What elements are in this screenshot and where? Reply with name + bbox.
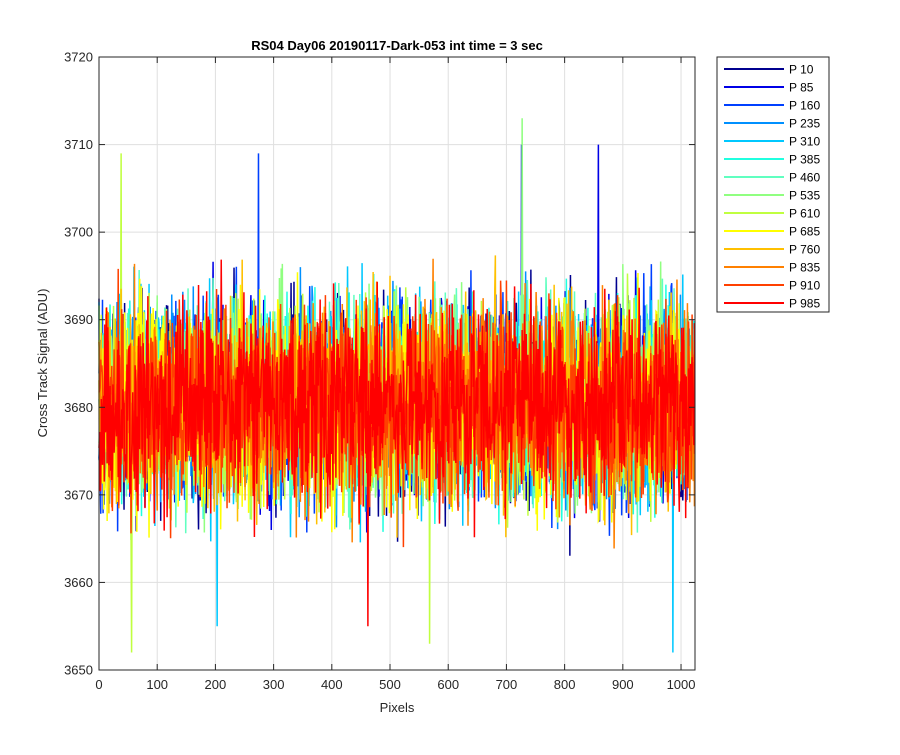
legend-label: P 460 [789,171,820,185]
y-tick-label: 3650 [64,663,93,678]
legend-item: P 10 [724,63,814,77]
legend-item: P 235 [724,117,820,131]
y-tick-label: 3680 [64,400,93,415]
legend-item: P 760 [724,243,820,257]
axes-box [98,56,696,671]
legend-item: P 985 [724,297,820,311]
x-tick-label: 400 [321,677,343,692]
x-tick-label: 600 [437,677,459,692]
x-tick-label: 1000 [667,677,696,692]
y-tick-label: 3660 [64,575,93,590]
axes-frame [98,56,696,671]
legend-label: P 910 [789,279,820,293]
x-tick-label: 200 [205,677,227,692]
legend-label: P 985 [789,297,820,311]
y-axis-label: Cross Track Signal (ADU) [35,289,50,438]
legend-label: P 685 [789,225,820,239]
legend-label: P 760 [789,243,820,257]
legend-label: P 10 [789,63,814,77]
tick-labels: 0 100 200 300 400 500 600 700 800 900 1000 3650 3660… [64,50,695,693]
legend: P 10 P 85 P 160 P 235 P 310 P 385 P 460 P 535 P … [716,56,830,313]
legend-label: P 535 [789,189,820,203]
x-axis-label: Pixels [380,700,415,715]
series-line-p-985 [98,259,696,627]
x-tick-label: 900 [612,677,634,692]
legend-label: P 160 [789,99,820,113]
x-tick-label: 100 [146,677,168,692]
x-tick-label: 500 [379,677,401,692]
legend-label: P 85 [789,81,814,95]
legend-item: P 685 [724,225,820,239]
legend-item: P 835 [724,261,820,275]
legend-box [716,56,830,313]
series-lines [98,118,696,653]
legend-label: P 310 [789,135,820,149]
y-tick-label: 3710 [64,137,93,152]
legend-item: P 85 [724,81,814,95]
x-tick-label: 300 [263,677,285,692]
x-tick-label: 700 [496,677,518,692]
y-tick-label: 3690 [64,312,93,327]
legend-item: P 460 [724,171,820,185]
legend-label: P 835 [789,261,820,275]
y-tick-label: 3670 [64,487,93,502]
legend-items: P 10 P 85 P 160 P 235 P 310 P 385 P 460 P 535 P … [724,63,820,311]
legend-item: P 385 [724,153,820,167]
legend-item: P 535 [724,189,820,203]
x-tick-label: 800 [554,677,576,692]
chart-title: RS04 Day06 20190117-Dark-053 int time = … [251,38,543,53]
legend-item: P 610 [724,207,820,221]
legend-item: P 160 [724,99,820,113]
legend-label: P 235 [789,117,820,131]
y-tick-label: 3700 [64,225,93,240]
legend-item: P 910 [724,279,820,293]
legend-label: P 610 [789,207,820,221]
x-tick-label: 0 [95,677,102,692]
legend-label: P 385 [789,153,820,167]
legend-item: P 310 [724,135,820,149]
y-tick-label: 3720 [64,50,93,65]
